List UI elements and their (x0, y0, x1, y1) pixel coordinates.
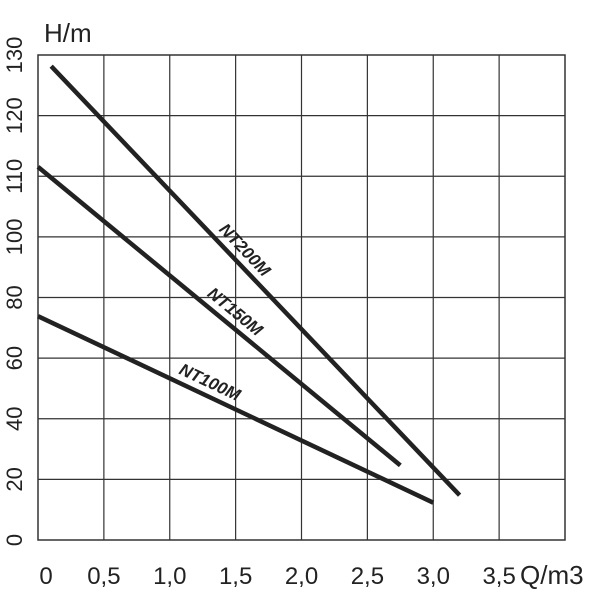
x-tick-labels: 0 0,5 1,0 1,5 2,0 2,5 3,0 3,5 (39, 563, 515, 590)
y-tick-label: 0 (2, 534, 27, 546)
y-tick-label: 130 (2, 37, 27, 74)
grid (37, 54, 566, 541)
series-line-nt200m (49, 64, 462, 497)
y-tick-label: 60 (2, 346, 27, 370)
y-tick-label: 110 (2, 159, 27, 194)
x-tick-label: 3,5 (482, 563, 515, 590)
y-tick-label: 100 (2, 219, 27, 256)
y-tick-label: 80 (2, 285, 27, 309)
y-axis-label: H/m (44, 18, 92, 48)
x-tick-label: 2,5 (351, 563, 384, 590)
series-lines (36, 64, 462, 505)
x-tick-label: 0,5 (87, 563, 120, 590)
x-tick-label: 1,5 (219, 563, 252, 590)
x-tick-label: 3,0 (417, 563, 450, 590)
series-line-nt100m (37, 314, 435, 505)
x-tick-label: 2,0 (285, 563, 318, 590)
x-tick-label: 0 (39, 563, 52, 590)
y-tick-label: 40 (2, 407, 27, 431)
y-tick-label: 120 (2, 97, 27, 134)
x-axis-label: Q/m3 (520, 560, 584, 590)
series-line-nt150m (36, 165, 402, 468)
x-tick-label: 1,0 (153, 563, 186, 590)
y-tick-label: 20 (2, 467, 27, 491)
y-tick-labels: 0 20 40 60 80 100 110 120 130 (2, 37, 27, 546)
